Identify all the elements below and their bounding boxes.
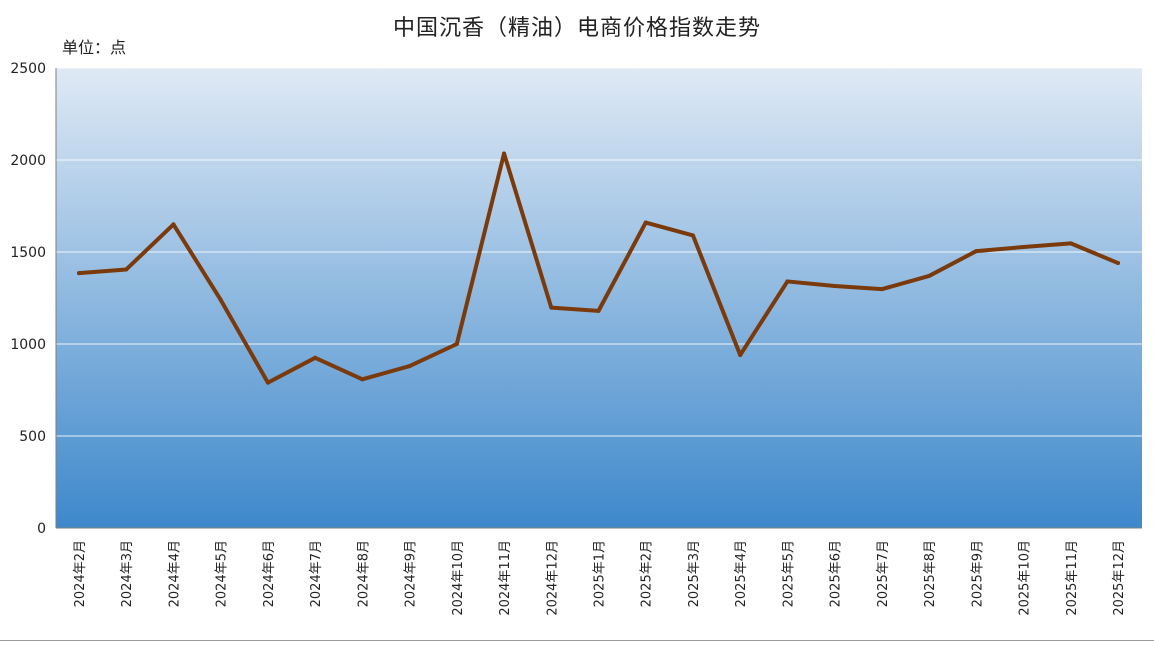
x-tick-label: 2025年11月: [1065, 540, 1080, 616]
x-tick-label: 2024年11月: [498, 540, 513, 616]
series-layer: [77, 151, 1120, 385]
data-point: [171, 222, 176, 227]
x-tick-labels: 2024年2月 2024年3月 2024年4月 2024年5月 2024年6月 2024年…: [73, 540, 1127, 616]
axes: [55, 68, 1142, 529]
y-tick-label: 500: [19, 429, 46, 445]
data-point: [879, 287, 884, 292]
data-point: [454, 342, 459, 346]
data-point: [218, 297, 223, 302]
data-point: [596, 308, 601, 313]
x-tick-label: 2025年8月: [923, 540, 938, 607]
y-tick-label: 0: [37, 521, 46, 537]
plot-area: [56, 68, 1142, 528]
x-tick-label: 2024年5月: [215, 540, 230, 607]
unit-label: 单位：点: [62, 38, 127, 57]
x-tick-label: 2025年12月: [1112, 540, 1127, 616]
data-point: [360, 377, 365, 382]
x-tick-label: 2025年4月: [734, 540, 749, 607]
x-tick-label: 2025年5月: [781, 540, 796, 607]
x-tick-label: 2024年2月: [73, 540, 88, 607]
chart-title: 中国沉香（精油）电商价格指数走势: [392, 16, 761, 41]
y-tick-label: 1500: [10, 245, 46, 261]
data-point: [1116, 261, 1120, 266]
x-tick-label: 2024年12月: [545, 540, 560, 616]
data-point: [77, 271, 81, 276]
data-point: [643, 220, 648, 225]
x-tick-label: 2024年7月: [309, 540, 324, 607]
data-point: [927, 273, 932, 278]
x-tick-label: 2024年4月: [167, 540, 182, 607]
data-point: [124, 267, 129, 272]
x-tick-label: 2025年7月: [876, 540, 891, 607]
data-point: [1021, 245, 1026, 250]
data-point: [832, 284, 837, 289]
y-tick-label: 1000: [10, 337, 46, 353]
data-point: [265, 380, 270, 385]
data-point: [1068, 241, 1073, 246]
x-tick-label: 2024年10月: [451, 540, 466, 616]
x-tick-label: 2025年1月: [593, 540, 608, 607]
y-tick-label: 2000: [10, 153, 46, 169]
x-tick-label: 2024年6月: [262, 540, 277, 607]
x-tick-label: 2025年2月: [640, 540, 655, 607]
x-tick-label: 2025年3月: [687, 540, 702, 607]
data-point: [549, 305, 554, 310]
data-point: [785, 279, 790, 284]
data-point: [313, 355, 318, 360]
data-point: [502, 151, 507, 156]
x-tick-label: 2024年9月: [404, 540, 419, 607]
y-tick-labels: 0 500 1000 1500 2000 2500: [10, 61, 46, 537]
y-tick-label: 2500: [10, 61, 46, 77]
x-tick-label: 2024年8月: [356, 540, 371, 607]
x-tick-label: 2024年3月: [120, 540, 135, 607]
data-point: [690, 233, 695, 238]
x-tick-label: 2025年9月: [970, 540, 985, 607]
x-tick-label: 2025年6月: [829, 540, 844, 607]
gridlines: [56, 67, 1142, 437]
x-tick-label: 2025年10月: [1018, 540, 1033, 616]
data-point: [738, 353, 743, 358]
bottom-divider: [0, 640, 1154, 641]
data-point: [974, 249, 979, 254]
data-point: [407, 364, 412, 369]
